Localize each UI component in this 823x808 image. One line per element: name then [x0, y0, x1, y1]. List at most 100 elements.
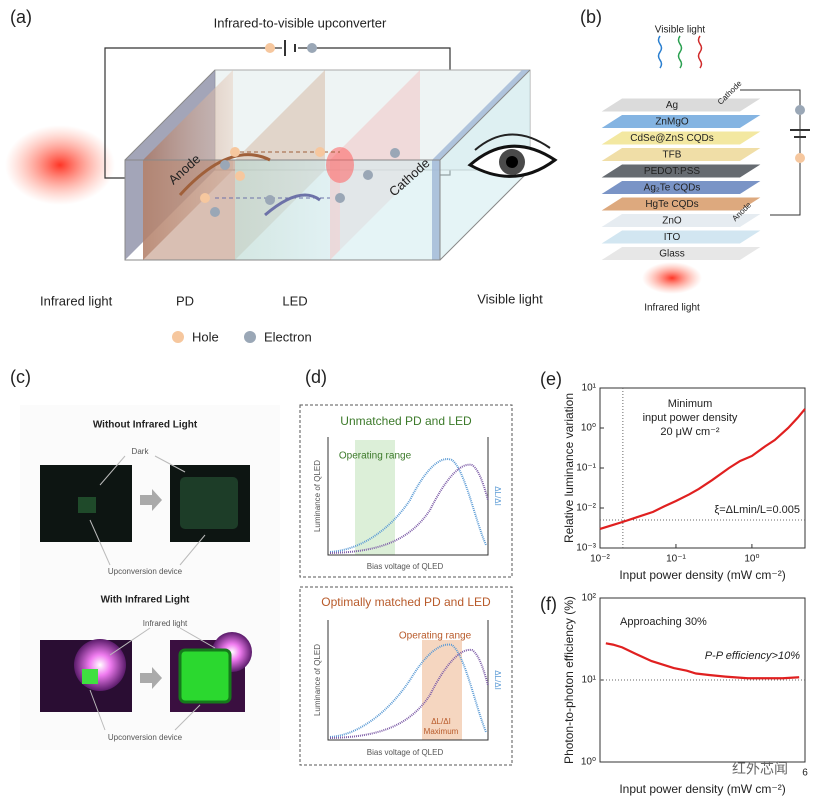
y-axis-label: Luminance of QLED [313, 460, 322, 532]
panel-label: (c) [10, 367, 31, 387]
annotation: Approaching 30% [620, 616, 707, 628]
electron [210, 207, 220, 217]
wave [697, 35, 703, 69]
wave [657, 35, 663, 69]
data-line [605, 642, 800, 680]
y-tick-label: 10⁻¹ [576, 463, 596, 474]
arrow [140, 489, 162, 511]
layer-label: Glass [659, 249, 685, 260]
x-tick-label: 10⁰ [744, 554, 759, 565]
device-lit [178, 648, 232, 704]
layer [598, 229, 764, 245]
x-tick-label: 10⁻¹ [666, 554, 686, 565]
y-tick-label: 10⁰ [581, 757, 596, 768]
title: Infrared-to-visible upconverter [214, 15, 387, 30]
y-axis-label: Relative luminance variation [562, 393, 576, 543]
led-front [235, 160, 340, 260]
legend-hole [172, 331, 184, 343]
annotation: 20 μW cm⁻² [660, 426, 720, 438]
panel-a: (a) Infrared-to-visible upconverter Anod… [5, 7, 558, 344]
infrared-label: Infrared light [644, 303, 700, 314]
box [299, 404, 513, 578]
watermark: 红外芯闻 [732, 761, 788, 777]
operating-range [422, 640, 462, 740]
emission [326, 147, 354, 183]
electron [390, 148, 400, 158]
y-tick-label: 10⁻² [576, 503, 596, 514]
layer-stack: Ag ZnMgO CdSe@ZnS CQDs TFB PEDOT:PSS Ag₂Te CQ… [598, 97, 764, 261]
legend-text: Electron [264, 329, 312, 344]
x-axis-label: Input power density (mW cm⁻²) [619, 782, 785, 796]
note: ΔL/ΔI [431, 717, 451, 726]
visible-label: Visible light [477, 291, 543, 306]
note: Dark [132, 447, 150, 456]
y-tick-label: 10⁻³ [576, 543, 596, 554]
y2-axis-label: ΔL/ΔI [493, 486, 502, 506]
layer-label: TFB [663, 150, 682, 161]
subtitle: Unmatched PD and LED [340, 414, 472, 428]
layer [598, 196, 764, 212]
pointer [174, 704, 201, 731]
x-axis-label: Input power density (mW cm⁻²) [619, 568, 785, 582]
annotation: input power density [643, 412, 738, 424]
pd-front [143, 160, 235, 260]
hole [200, 193, 210, 203]
curve [329, 458, 487, 553]
legend-text: Hole [192, 329, 219, 344]
pointer [154, 455, 186, 473]
layer [598, 163, 764, 179]
y-axis-label: Luminance of QLED [313, 644, 322, 716]
panel-label: (e) [540, 369, 562, 389]
panel-c: (c) Without Infrared Light Dark Upconver… [10, 367, 280, 750]
pointer [179, 534, 206, 566]
annotation: P-P efficiency>10% [705, 650, 800, 662]
note: Infrared light [143, 619, 188, 628]
layer [598, 114, 764, 129]
electron [335, 193, 345, 203]
wire [104, 47, 282, 179]
pointer [109, 627, 151, 656]
box [299, 586, 513, 766]
wave [677, 35, 683, 69]
box-edge [439, 69, 531, 161]
hole [235, 171, 245, 181]
electron [265, 195, 275, 205]
hole [315, 147, 325, 157]
x-tick-label: 6 [802, 768, 808, 779]
subtitle: Without Infrared Light [93, 420, 198, 431]
annotation: ξ=ΔLmin/L=0.005 [714, 504, 800, 516]
panel-label: (b) [580, 7, 602, 27]
layer [598, 97, 764, 113]
note: Upconversion device [108, 733, 183, 742]
layer-label: Ag₂Te CQDs [644, 183, 701, 194]
hole-icon [795, 153, 805, 163]
x-axis-label: Bias voltage of QLED [367, 562, 444, 571]
subtitle: With Infrared Light [101, 595, 190, 606]
annotation: Minimum [668, 398, 713, 410]
hole [230, 147, 240, 157]
infrared-label: Infrared light [40, 293, 113, 308]
layer [598, 147, 764, 162]
y-tick-label: 10¹ [582, 383, 597, 394]
layer-label: CdSe@ZnS CQDs [630, 133, 714, 144]
hole-icon [265, 43, 275, 53]
ir-glow [5, 125, 115, 205]
layer-label: ZnO [662, 216, 682, 227]
device [78, 497, 96, 513]
pointer [89, 519, 111, 566]
curve [329, 463, 489, 554]
eye [467, 133, 558, 178]
arrow [178, 153, 271, 197]
ir-spot [74, 639, 126, 691]
box-edge [439, 169, 531, 261]
layer-label: PEDOT:PSS [644, 166, 700, 177]
curve [329, 643, 487, 738]
panel-label: (d) [305, 367, 327, 387]
pd-label: PD [176, 293, 194, 308]
data-line [599, 408, 806, 530]
y2-axis-label: ΔL/ΔI [493, 670, 502, 690]
note: Operating range [399, 631, 472, 642]
x-axis-label: Bias voltage of QLED [367, 748, 444, 757]
